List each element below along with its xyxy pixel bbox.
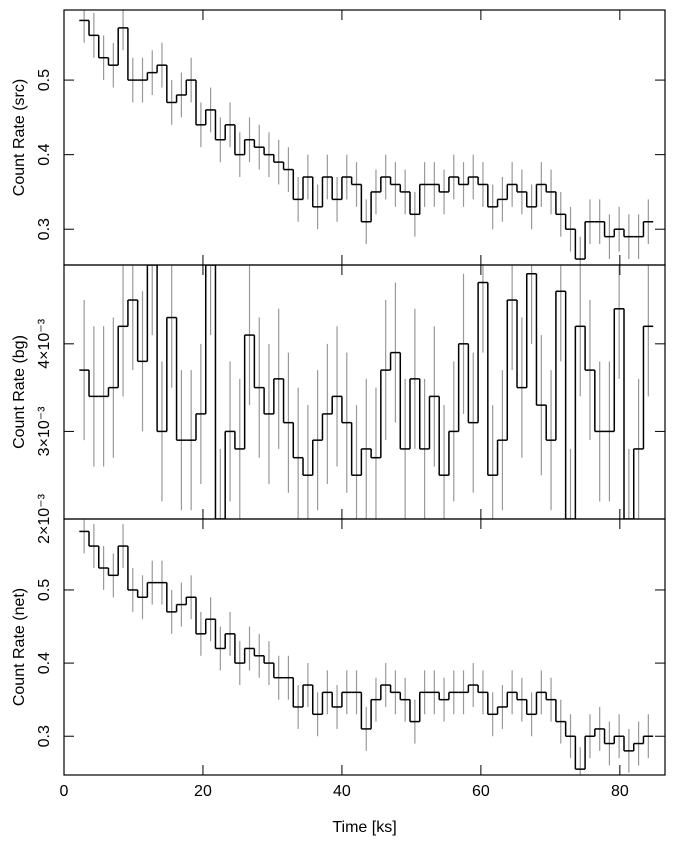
y-tick-label: 4×10⁻³ [36, 318, 53, 368]
x-tick-label: 40 [333, 783, 351, 800]
panel [79, 519, 654, 775]
x-tick-label: 60 [472, 783, 490, 800]
frame [63, 9, 666, 266]
x-tick-label: 80 [611, 783, 629, 800]
y-tick-label: 2×10⁻³ [36, 493, 53, 543]
y-tick-label: 0.4 [36, 652, 53, 674]
y-tick-label: 3×10⁻³ [36, 406, 53, 456]
y-tick-label: 0.3 [36, 725, 53, 747]
x-tick-label: 0 [60, 783, 69, 800]
x-axis-label: Time [ks] [332, 819, 396, 836]
y-axis-label: Count Rate (net) [11, 588, 28, 706]
y-tick-label: 0.5 [36, 579, 53, 601]
step-connector [88, 20, 645, 260]
y-axis-label: Count Rate (bg) [11, 335, 28, 449]
frame [63, 518, 666, 776]
step-connector [88, 265, 645, 519]
y-tick-label: 0.4 [36, 143, 53, 165]
y-axis-label: Count Rate (src) [11, 79, 28, 196]
panel [79, 265, 654, 519]
x-tick-label: 20 [194, 783, 212, 800]
y-tick-label: 0.3 [36, 218, 53, 240]
panel [79, 10, 654, 265]
y-tick-label: 0.5 [36, 69, 53, 91]
